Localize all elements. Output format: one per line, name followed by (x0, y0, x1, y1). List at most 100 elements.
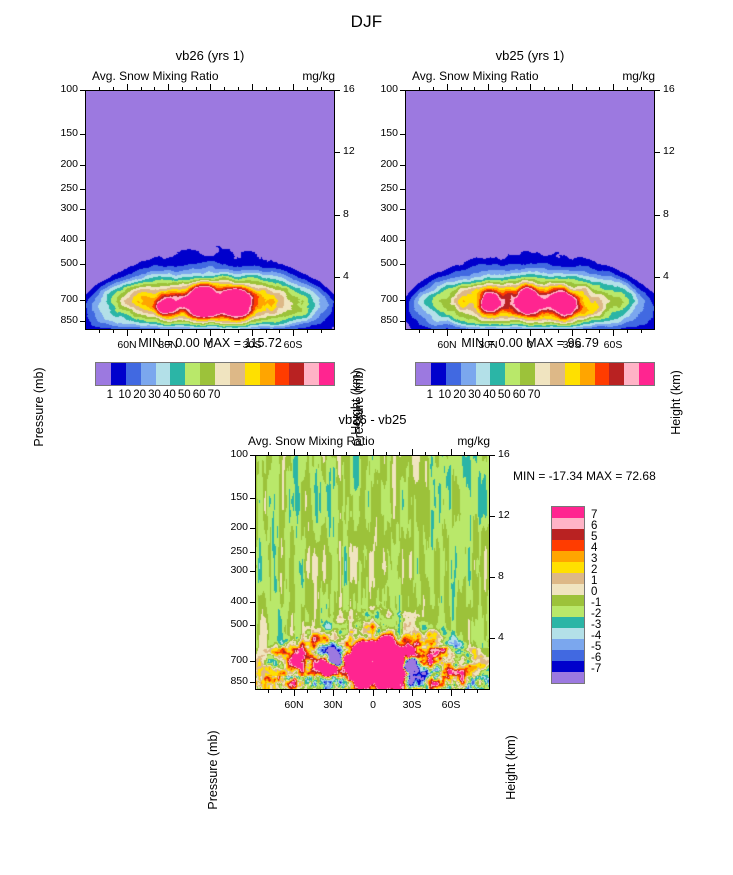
axis-tick-label: 250 (230, 545, 248, 557)
axis-tick-mark (490, 455, 495, 456)
colorbar-cell (125, 363, 141, 385)
axis-tick-mark (400, 209, 405, 210)
colorbar-cell (552, 540, 584, 551)
colorbar-cell (552, 562, 584, 573)
axis-tick-mark (182, 87, 183, 90)
axis-tick-label: 60S (603, 339, 623, 351)
axis-tick-label: 850 (380, 314, 398, 326)
axis-tick-mark (451, 690, 452, 696)
colorbar-cell (140, 363, 156, 385)
colorbar-tick-label: 50 (497, 389, 511, 401)
axis-tick-label: 30N (323, 699, 343, 711)
colorbar-tick-label: 10 (118, 389, 132, 401)
panel-vb25-units: mg/kg (622, 69, 655, 83)
axis-tick-mark (399, 690, 400, 693)
axis-tick-mark (627, 330, 628, 333)
axis-tick-label: 200 (60, 158, 78, 170)
axis-tick-mark (250, 552, 255, 553)
axis-tick-mark (224, 87, 225, 90)
axis-tick-mark (655, 90, 660, 91)
axis-tick-mark (307, 452, 308, 455)
colorbar-cell (552, 529, 584, 540)
colorbar-cell (475, 363, 491, 385)
axis-tick-label: 0 (527, 339, 533, 351)
colorbar-diff[interactable] (551, 506, 585, 684)
axis-tick-label: 700 (380, 293, 398, 305)
colorbar-cell (274, 363, 290, 385)
axis-tick-mark (412, 449, 413, 455)
colorbar-tick-label: 60 (192, 389, 206, 401)
axis-tick-mark (464, 690, 465, 693)
axis-tick-label: 8 (663, 208, 669, 220)
axis-tick-mark (238, 330, 239, 333)
axis-tick-mark (558, 330, 559, 333)
axis-tick-mark (599, 330, 600, 333)
axis-tick-label: 12 (498, 509, 510, 521)
colorbar-tick-label: 4 (591, 542, 598, 554)
axis-tick-label: 30N (478, 339, 498, 351)
axis-tick-mark (599, 87, 600, 90)
colorbar-cell (552, 507, 584, 518)
axis-tick-mark (196, 330, 197, 333)
axis-tick-mark (335, 215, 340, 216)
colorbar-tick-label: 1 (591, 575, 598, 587)
axis-tick-mark (293, 330, 294, 336)
axis-tick-mark (613, 330, 614, 336)
colorbar-cell (549, 363, 565, 385)
colorbar-cell (552, 573, 584, 584)
axis-tick-mark (320, 452, 321, 455)
axis-tick-mark (399, 452, 400, 455)
colorbar-tick-label: 3 (591, 553, 598, 565)
colorbar-cell (200, 363, 215, 385)
axis-tick-label: 250 (60, 182, 78, 194)
axis-tick-label: 16 (663, 83, 675, 95)
axis-tick-label: 850 (60, 314, 78, 326)
axis-tick-label: 30S (402, 699, 422, 711)
panel-diff-minmax: MIN = -17.34 MAX = 72.68 (513, 469, 656, 483)
colorbar-tick-label: 1 (106, 389, 114, 401)
axis-tick-mark (488, 330, 489, 336)
colorbar-cell (155, 363, 171, 385)
axis-tick-mark (502, 87, 503, 90)
colorbar-cell (639, 363, 654, 385)
axis-tick-mark (400, 90, 405, 91)
axis-tick-label: 60S (283, 339, 303, 351)
colorbar-cell (552, 650, 584, 661)
axis-tick-mark (386, 690, 387, 693)
colorbar-cell (535, 363, 550, 385)
axis-tick-mark (113, 87, 114, 90)
axis-tick-mark (425, 452, 426, 455)
axis-tick-label: 16 (498, 448, 510, 460)
colorbar-tick-label: -6 (591, 652, 602, 664)
axis-tick-mark (80, 240, 85, 241)
plot-area-vb26[interactable] (85, 90, 335, 330)
axis-tick-mark (447, 84, 448, 90)
axis-tick-mark (613, 84, 614, 90)
axis-tick-mark (373, 449, 374, 455)
plot-area-diff[interactable] (255, 455, 490, 690)
colorbar-cell (609, 363, 625, 385)
axis-tick-mark (168, 330, 169, 336)
axis-tick-mark (266, 330, 267, 333)
colorbar-tick-label: -4 (591, 630, 602, 642)
axis-tick-mark (182, 330, 183, 333)
colorbar-tick-label: -7 (591, 663, 602, 675)
axis-tick-label: 100 (230, 448, 248, 460)
colorbar-cell (215, 363, 230, 385)
colorbar-cell (430, 363, 446, 385)
axis-tick-label: 150 (60, 127, 78, 139)
axis-tick-mark (400, 264, 405, 265)
axis-tick-label: 60N (284, 699, 304, 711)
axis-tick-mark (252, 330, 253, 336)
colorbar-tick-label: 7 (591, 509, 598, 521)
axis-tick-label: 4 (663, 270, 669, 282)
colorbar-vb25[interactable] (415, 362, 655, 386)
axis-tick-mark (373, 690, 374, 696)
axis-tick-mark (359, 690, 360, 693)
colorbar-vb26[interactable] (95, 362, 335, 386)
plot-area-vb25[interactable] (405, 90, 655, 330)
axis-tick-label: 0 (370, 699, 376, 711)
colorbar-cell (490, 363, 506, 385)
axis-tick-mark (412, 690, 413, 696)
colorbar-cell (96, 363, 111, 385)
